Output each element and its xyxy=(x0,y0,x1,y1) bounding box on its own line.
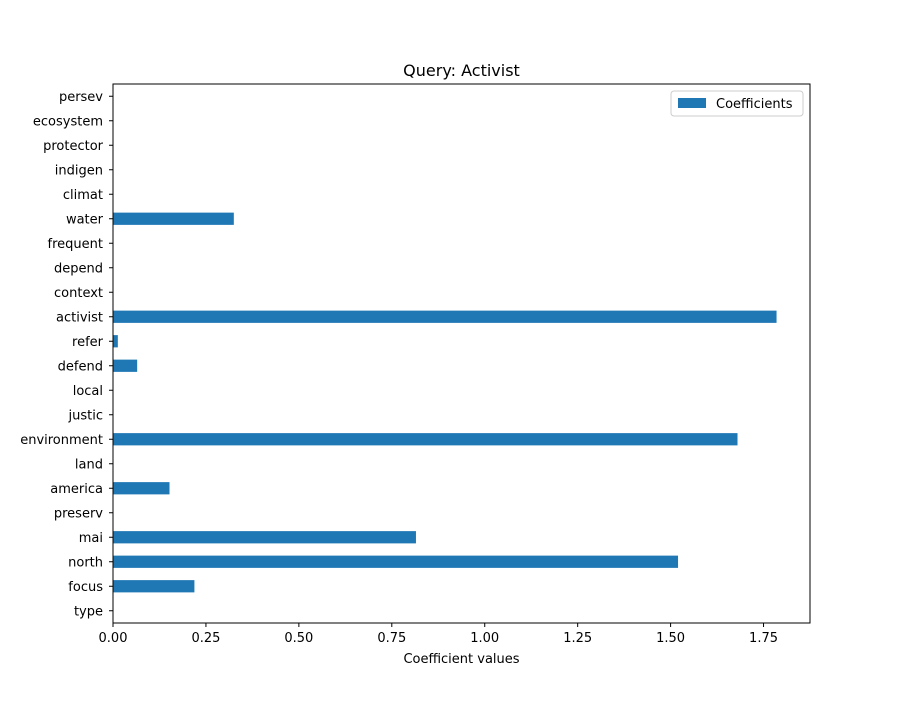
x-axis-label: Coefficient values xyxy=(403,652,519,667)
y-tick-label: land xyxy=(75,457,103,472)
y-tick-label: activist xyxy=(56,310,103,325)
y-tick-label: justic xyxy=(68,408,103,423)
bar-activist xyxy=(113,310,777,323)
x-tick-label: 1.00 xyxy=(470,631,499,646)
y-tick-label: focus xyxy=(68,580,103,595)
bar-environment xyxy=(113,433,738,446)
y-tick-label: local xyxy=(73,384,103,399)
y-tick-label: climat xyxy=(63,188,103,203)
y-tick-label: environment xyxy=(20,433,103,448)
y-tick-label: indigen xyxy=(55,163,103,178)
x-tick-label: 0.75 xyxy=(377,631,406,646)
plot-frame xyxy=(112,83,811,624)
legend-label: Coefficients xyxy=(716,97,793,112)
x-tick-label: 0.50 xyxy=(284,631,313,646)
legend-swatch xyxy=(678,98,706,108)
bar-defend xyxy=(113,359,138,372)
bar-focus xyxy=(113,580,195,593)
y-tick-label: refer xyxy=(72,335,104,350)
bar-refer xyxy=(113,335,118,348)
y-tick-label: north xyxy=(68,555,103,570)
y-tick-label: ecosystem xyxy=(33,114,103,129)
y-tick-label: context xyxy=(54,286,103,301)
y-tick-label: mai xyxy=(79,531,103,546)
y-tick-label: defend xyxy=(58,359,103,374)
y-tick-label: type xyxy=(74,604,103,619)
x-tick-label: 1.50 xyxy=(656,631,685,646)
y-axis: type focus north mai preserv america land envir… xyxy=(20,90,113,619)
legend-box xyxy=(670,90,804,117)
legend: Coefficients xyxy=(670,90,804,117)
bars-group xyxy=(113,212,777,593)
bar-mai xyxy=(113,531,416,544)
chart-title: Query: Activist xyxy=(403,61,520,80)
bar-water xyxy=(113,212,234,225)
x-axis: 0.00 0.25 0.50 0.75 1.00 1.25 1.50 1.75 xyxy=(99,623,778,646)
x-tick-label: 0.25 xyxy=(191,631,220,646)
y-tick-label: frequent xyxy=(48,237,103,252)
y-tick-label: protector xyxy=(43,139,104,154)
bar-north xyxy=(113,555,679,568)
y-tick-label: preserv xyxy=(54,506,103,521)
x-tick-label: 0.00 xyxy=(99,631,128,646)
y-tick-label: persev xyxy=(59,90,103,105)
y-tick-label: water xyxy=(66,212,104,227)
y-tick-label: depend xyxy=(54,261,103,276)
x-tick-label: 1.75 xyxy=(749,631,778,646)
y-tick-label: america xyxy=(50,482,103,497)
x-tick-label: 1.25 xyxy=(563,631,592,646)
bar-america xyxy=(113,482,170,495)
